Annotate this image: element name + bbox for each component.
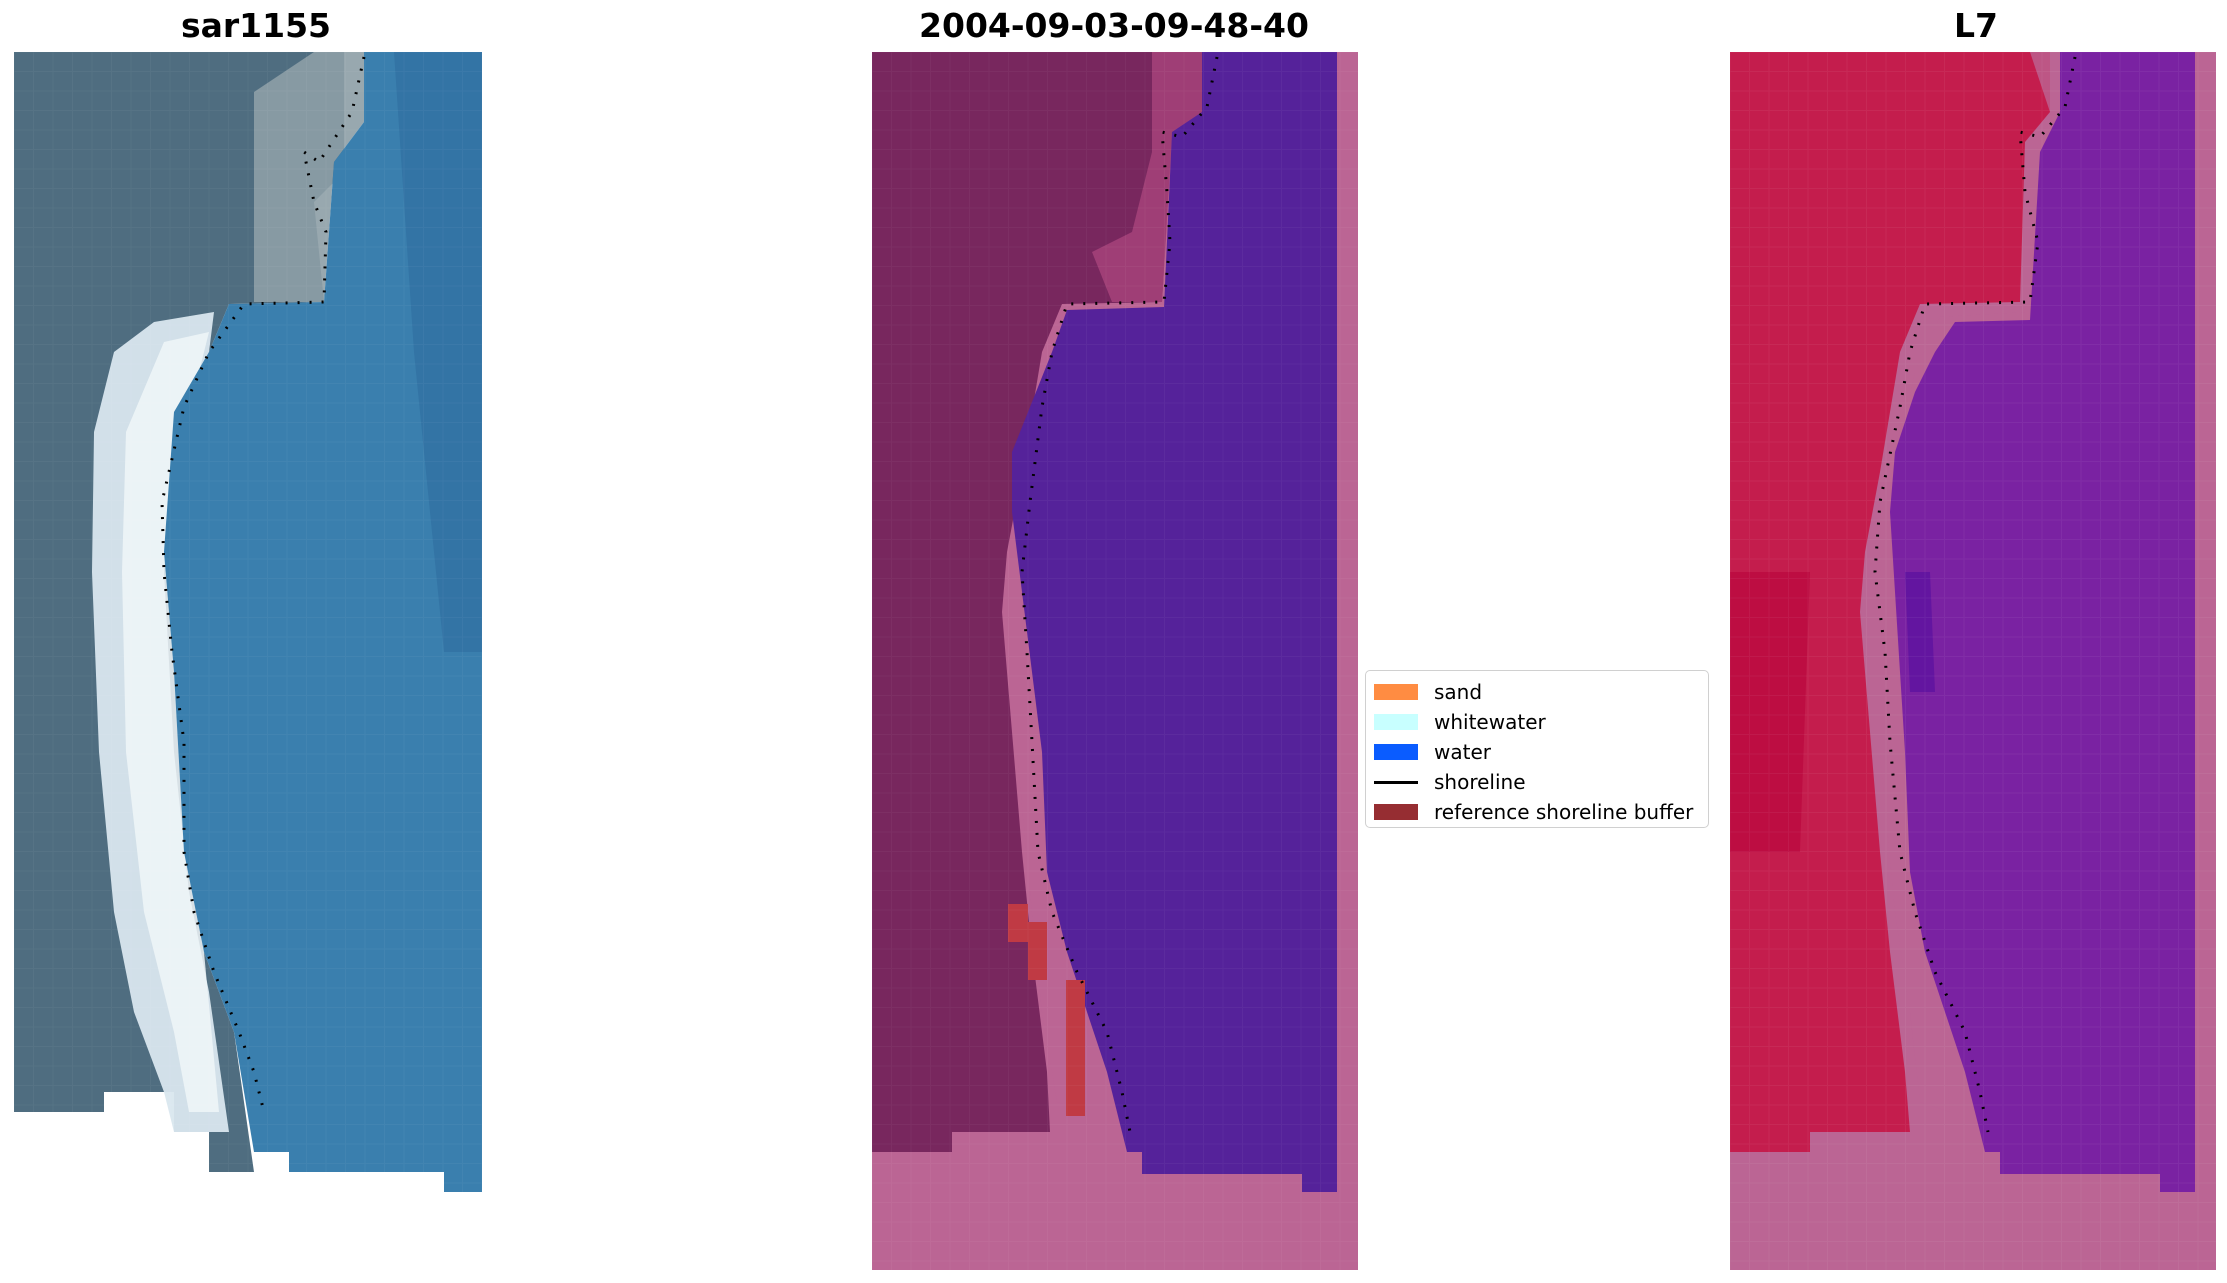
panel-title-rgb: sar1155 [180,6,332,45]
panel-title-date: 2004-09-03-09-48-40 [919,6,1309,45]
shoreline [1020,56,1219,1133]
legend-label: sand [1434,680,1483,704]
whitewater-swatch [1374,714,1418,730]
water-swatch [1374,744,1418,760]
buffer-swatch [1374,804,1418,820]
legend-label: reference shoreline buffer [1434,800,1694,824]
sand-swatch [1374,684,1418,700]
rgb-satellite-image [14,52,482,1192]
legend-label: whitewater [1434,710,1546,734]
legend-label: shoreline [1434,770,1526,794]
legend-item-water: water [1374,737,1700,767]
legend-item-whitewater: whitewater [1374,707,1700,737]
legend-item-reference-shoreline-buffer: reference shoreline buffer [1374,797,1700,827]
shoreline-line-swatch [1374,780,1418,784]
legend-item-sand: sand [1374,677,1700,707]
classified-image [872,52,1358,1270]
legend-label: water [1434,740,1491,764]
mndwi-image [1730,52,2216,1270]
legend-item-shoreline: shoreline [1374,767,1700,797]
panel-title-satellite: L7 [1954,6,1998,45]
legend: sand whitewater water shoreline referenc… [1365,670,1709,828]
shoreline [1873,56,2077,1133]
